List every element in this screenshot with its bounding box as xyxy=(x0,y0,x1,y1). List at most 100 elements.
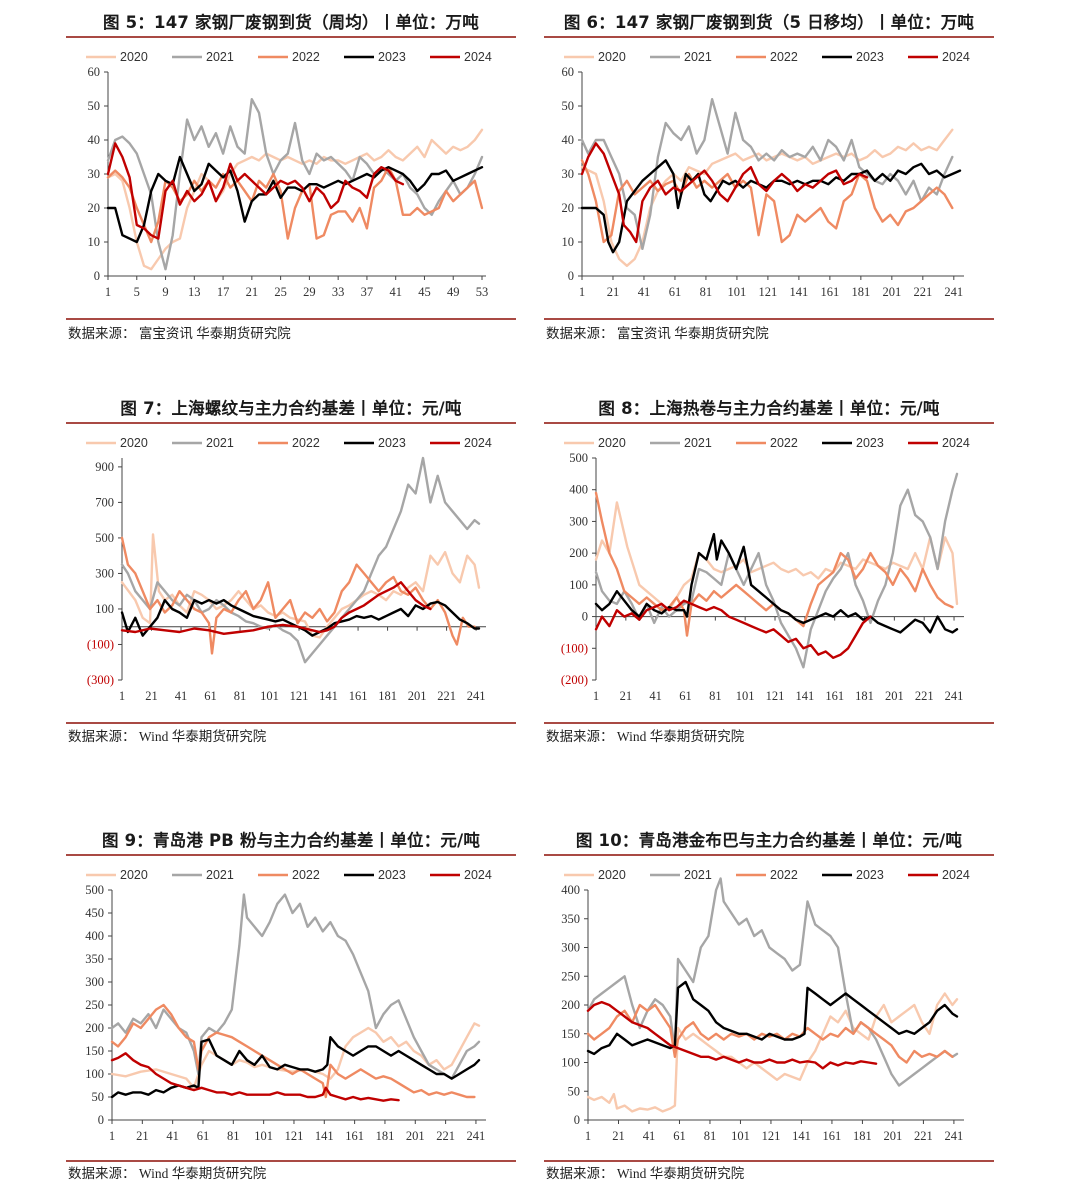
x-tick-label: 49 xyxy=(447,285,460,299)
series-line-2024 xyxy=(120,581,432,635)
title-rule xyxy=(66,36,516,38)
x-tick-label: 141 xyxy=(795,689,814,703)
legend-label-2021: 2021 xyxy=(206,50,234,64)
y-tick-label: (100) xyxy=(561,641,588,655)
legend-label-2024: 2024 xyxy=(942,50,970,64)
series-line-2021 xyxy=(110,893,481,1080)
y-tick-label: 200 xyxy=(561,998,580,1012)
chart-title: 图 5：147 家钢厂废钢到货（周均）丨单位：万吨 xyxy=(103,13,479,32)
x-tick-label: 141 xyxy=(315,1129,334,1143)
x-tick-label: 21 xyxy=(246,285,259,299)
x-tick-label: 25 xyxy=(274,285,287,299)
x-tick-label: 13 xyxy=(188,285,201,299)
title-rule xyxy=(544,854,994,856)
x-tick-label: 21 xyxy=(145,689,158,703)
x-tick-label: 17 xyxy=(217,285,230,299)
x-tick-label: 101 xyxy=(736,689,755,703)
legend-label-2022: 2022 xyxy=(770,50,798,64)
footer-rule xyxy=(544,1160,994,1162)
x-tick-label: 1 xyxy=(585,1129,591,1143)
x-tick-label: 81 xyxy=(227,1129,240,1143)
data-source: 数据来源： Wind 华泰期货研究院 xyxy=(546,729,745,744)
y-tick-label: 400 xyxy=(85,929,104,943)
x-tick-label: 101 xyxy=(260,689,279,703)
legend-label-2022: 2022 xyxy=(292,50,320,64)
x-tick-label: 121 xyxy=(766,689,785,703)
series-line-2023 xyxy=(110,1036,481,1099)
x-tick-label: 1 xyxy=(105,285,111,299)
x-tick-label: 29 xyxy=(303,285,316,299)
x-tick-label: 41 xyxy=(643,1129,656,1143)
x-tick-label: 21 xyxy=(620,689,633,703)
legend-label-2022: 2022 xyxy=(292,868,320,882)
x-tick-label: 221 xyxy=(436,1129,455,1143)
series-line-2020 xyxy=(586,992,959,1113)
y-tick-label: 150 xyxy=(561,1027,580,1041)
series-line-2024 xyxy=(594,599,872,659)
x-tick-label: 61 xyxy=(673,1129,686,1143)
x-tick-label: 101 xyxy=(254,1129,273,1143)
footer-rule xyxy=(66,318,516,320)
x-tick-label: 241 xyxy=(467,1129,486,1143)
title-rule xyxy=(544,36,994,38)
series-line-2023 xyxy=(586,980,959,1056)
y-tick-label: 10 xyxy=(562,235,575,249)
y-tick-label: 100 xyxy=(95,602,114,616)
x-tick-label: 241 xyxy=(467,689,486,703)
y-tick-label: 0 xyxy=(574,1113,580,1127)
legend-label-2021: 2021 xyxy=(206,868,234,882)
legend-label-2022: 2022 xyxy=(292,436,320,450)
y-tick-label: (100) xyxy=(87,637,114,651)
y-tick-label: 10 xyxy=(88,235,101,249)
chart-area: 2020 2021 2022 2023 2024 0 50 100 150 200 250 300 35… xyxy=(544,864,994,1156)
x-tick-label: 121 xyxy=(762,1129,781,1143)
x-tick-label: 201 xyxy=(884,1129,903,1143)
footer-rule xyxy=(66,722,516,724)
chart-area: 2020 2021 2022 2023 2024 0 50 100 150 200 250 300 35… xyxy=(66,864,516,1156)
series-line-2024 xyxy=(586,1000,878,1070)
x-tick-label: 41 xyxy=(389,285,402,299)
y-tick-label: 50 xyxy=(562,99,575,113)
chart-area: 2020 2021 2022 2023 2024 0 10 20 30 40 50 60 1 21 41 61… xyxy=(544,46,994,310)
series-line-2024 xyxy=(580,142,869,244)
series-line-2023 xyxy=(594,532,959,634)
y-tick-label: 100 xyxy=(569,578,588,592)
x-tick-label: 1 xyxy=(119,689,125,703)
chart-svg: 2020 2021 2022 2023 2024 0 10 20 30 40 50 60 1 5 9 13 17… xyxy=(86,50,492,299)
legend-label-2022: 2022 xyxy=(770,868,798,882)
y-tick-label: 150 xyxy=(85,1044,104,1058)
x-tick-label: 61 xyxy=(669,285,682,299)
x-tick-label: 41 xyxy=(166,1129,179,1143)
y-tick-label: 30 xyxy=(562,167,575,181)
y-tick-label: 40 xyxy=(562,133,575,147)
y-tick-label: 300 xyxy=(569,514,588,528)
y-tick-label: 200 xyxy=(569,546,588,560)
y-tick-label: 40 xyxy=(88,133,101,147)
series-line-2021 xyxy=(106,98,484,271)
title-rule xyxy=(66,854,516,856)
y-tick-label: 350 xyxy=(85,952,104,966)
chart-title: 图 7：上海螺纹与主力合约基差丨单位：元/吨 xyxy=(120,399,462,418)
chart-area: 2020 2021 2022 2023 2024 900 700 500 300 100 (100)… xyxy=(66,432,516,714)
chart-title: 图 8：上海热卷与主力合约基差丨单位：元/吨 xyxy=(598,399,940,418)
x-tick-label: 81 xyxy=(709,689,722,703)
legend-label-2024: 2024 xyxy=(464,50,492,64)
chart-title: 图 10：青岛港金布巴与主力合约基差丨单位：元/吨 xyxy=(575,831,963,850)
chart-title: 图 6：147 家钢厂废钢到货（5 日移均）丨单位：万吨 xyxy=(563,13,975,32)
data-source: 数据来源： 富宝资讯 华泰期货研究院 xyxy=(68,326,291,341)
legend-label-2024: 2024 xyxy=(942,436,970,450)
y-tick-label: 450 xyxy=(85,906,104,920)
series-line-2022 xyxy=(580,159,954,244)
series-line-2022 xyxy=(594,491,954,637)
legend-label-2024: 2024 xyxy=(464,868,492,882)
y-tick-label: 500 xyxy=(569,451,588,465)
x-tick-label: 81 xyxy=(700,285,713,299)
x-tick-label: 121 xyxy=(285,1129,304,1143)
x-tick-label: 101 xyxy=(731,1129,750,1143)
x-tick-label: 9 xyxy=(162,285,168,299)
legend-label-2023: 2023 xyxy=(378,868,406,882)
x-tick-label: 161 xyxy=(349,689,368,703)
y-tick-label: 30 xyxy=(88,167,101,181)
legend-label-2023: 2023 xyxy=(378,436,406,450)
x-tick-label: 141 xyxy=(792,1129,811,1143)
